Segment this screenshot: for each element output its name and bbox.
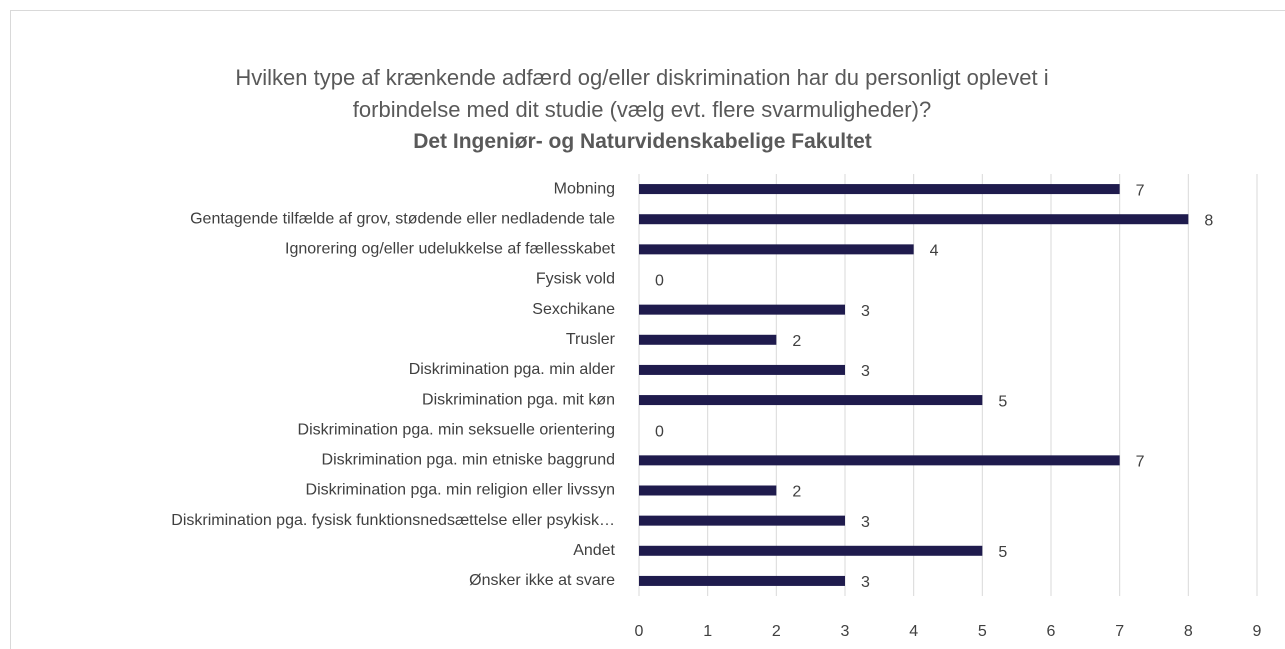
x-tick-label: 4: [909, 623, 918, 640]
data-label: 3: [861, 574, 870, 591]
bar: [639, 334, 777, 345]
bar: [639, 545, 983, 556]
bar: [639, 364, 845, 375]
bar: [639, 244, 914, 255]
y-tick-label: Mobning: [554, 180, 615, 197]
data-label: 0: [655, 273, 664, 290]
data-label: 2: [792, 484, 801, 501]
x-tick-label: 6: [1047, 623, 1056, 640]
y-tick-label: Diskrimination pga. min etniske baggrund: [322, 452, 615, 469]
data-label: 7: [1136, 182, 1145, 199]
bar: [639, 395, 983, 406]
y-tick-label: Diskrimination pga. min seksuelle orient…: [298, 421, 615, 438]
y-tick-label: Diskrimination pga. min religion eller l…: [306, 482, 615, 499]
chart-subtitle: Det Ingeniør- og Naturvidenskabelige Fak…: [413, 130, 872, 153]
y-tick-label: Ønsker ikke at svare: [469, 572, 615, 589]
bar: [639, 184, 1120, 195]
y-tick-label: Gentagende tilfælde af grov, stødende el…: [190, 210, 615, 227]
x-tick-label: 8: [1184, 623, 1193, 640]
y-tick-label: Ignorering og/eller udelukkelse af fælle…: [285, 241, 616, 258]
y-tick-label: Diskrimination pga. mit køn: [422, 391, 615, 408]
bar: [639, 485, 777, 496]
data-label: 2: [792, 333, 801, 350]
x-tick-label: 5: [978, 623, 987, 640]
y-tick-label: Trusler: [566, 331, 616, 348]
data-label: 3: [861, 303, 870, 320]
data-label: 5: [998, 393, 1007, 410]
bar: [639, 304, 845, 315]
chart-title: Hvilken type af krænkende adfærd og/elle…: [235, 65, 1049, 122]
bar: [639, 515, 845, 526]
x-tick-label: 2: [772, 623, 781, 640]
data-label: 3: [861, 363, 870, 380]
chart-border: [10, 10, 1285, 649]
x-tick-label: 0: [635, 623, 644, 640]
bar: [639, 214, 1189, 225]
x-tick-label: 1: [703, 623, 712, 640]
data-label: 3: [861, 514, 870, 531]
data-label: 8: [1204, 212, 1213, 229]
y-tick-label: Andet: [573, 542, 615, 559]
bar: [639, 575, 845, 586]
y-tick-label: Fysisk vold: [536, 271, 615, 288]
x-tick-label: 7: [1115, 623, 1124, 640]
data-label: 0: [655, 423, 664, 440]
y-tick-label: Sexchikane: [532, 301, 615, 318]
y-tick-label: Diskrimination pga. fysisk funktionsneds…: [171, 512, 615, 529]
data-label: 5: [998, 544, 1007, 561]
data-label: 4: [930, 243, 939, 260]
data-label: 7: [1136, 454, 1145, 471]
y-tick-label: Diskrimination pga. min alder: [409, 361, 616, 378]
bar: [639, 455, 1120, 466]
x-tick-label: 9: [1253, 623, 1262, 640]
x-tick-label: 3: [841, 623, 850, 640]
